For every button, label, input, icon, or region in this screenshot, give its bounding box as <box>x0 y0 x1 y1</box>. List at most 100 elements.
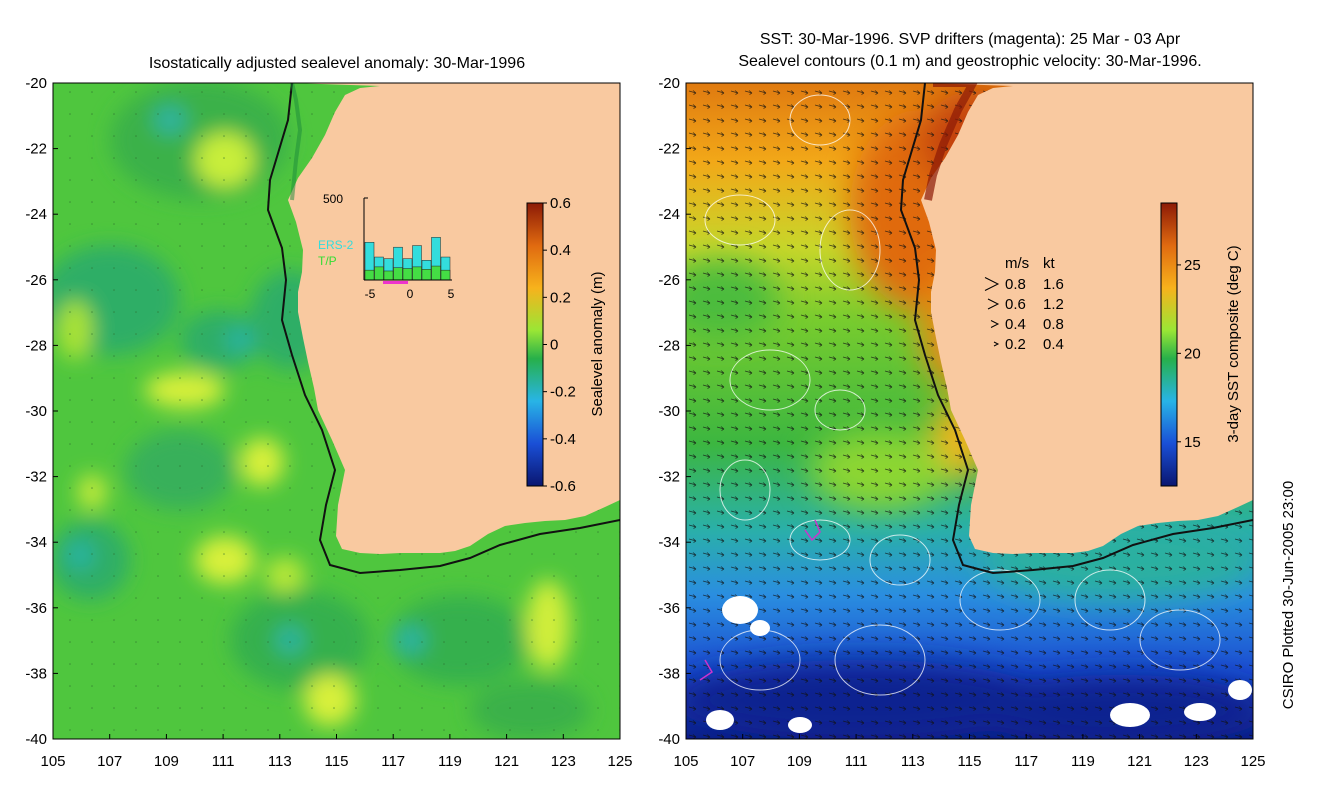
right-ytick-label: -28 <box>658 337 680 354</box>
right-ytick-label: -38 <box>658 665 680 682</box>
right-xtick-label: 123 <box>1184 753 1209 770</box>
left-ytick-label: -24 <box>25 206 47 223</box>
velocity-ms-value: 0.6 <box>1005 296 1026 313</box>
left-ytick-label: -22 <box>25 141 47 158</box>
right-y-axis: -20 -22 -24 -26 -28 -30 -32 -34 -36 -38 -40 <box>658 75 691 748</box>
sst-colorbar-tick: 20 <box>1184 345 1201 362</box>
inset-bar-tp <box>421 269 432 281</box>
right-xtick-label: 117 <box>1014 753 1038 770</box>
right-ytick-label: -34 <box>658 534 680 551</box>
velocity-header-kt: kt <box>1043 255 1056 272</box>
velocity-arrow <box>987 298 1000 310</box>
right-xtick-label: 113 <box>901 753 925 770</box>
right-panel-title-line1: SST: 30-Mar-1996. SVP drifters (magenta)… <box>760 31 1181 48</box>
right-panel-title-line2: Sealevel contours (0.1 m) and geostrophi… <box>738 53 1201 70</box>
velocity-kt-value: 0.4 <box>1043 336 1064 353</box>
sealevel-colorbar-tick: 0.4 <box>550 242 571 259</box>
left-ytick-label: -20 <box>25 75 47 92</box>
sealevel-colorbar-tick: -0.2 <box>550 384 576 401</box>
plot-credit: CSIRO Plotted 30-Jun-2005 23:00 <box>1280 481 1297 709</box>
velocity-ms-value: 0.8 <box>1005 276 1026 293</box>
inset-bar-tp <box>402 268 413 281</box>
sst-colorbar-tick: 15 <box>1184 434 1201 451</box>
velocity-arrow <box>993 341 1000 347</box>
left-xtick-label: 125 <box>607 753 632 770</box>
left-xtick-label: 121 <box>494 753 519 770</box>
right-xtick-label: 115 <box>958 753 982 770</box>
left-ytick-label: -32 <box>25 469 47 486</box>
right-x-axis: 105 107 109 111 113 115 117 119 121 123 125 <box>673 734 1266 770</box>
left-y-axis: -20 -22 -24 -26 -28 -30 -32 -34 -36 -38 -40 <box>25 75 58 748</box>
left-ytick-label: -36 <box>25 600 47 617</box>
right-xtick-label: 109 <box>787 753 812 770</box>
right-xtick-label: 105 <box>673 753 698 770</box>
left-ytick-label: -28 <box>25 337 47 354</box>
inset-bar-tp <box>412 266 422 281</box>
inset-bar-tp <box>393 267 403 281</box>
sealevel-anomaly-map <box>53 83 620 739</box>
left-xtick-label: 109 <box>154 753 179 770</box>
inset-legend-tp: T/P <box>318 254 337 268</box>
right-ytick-label: -22 <box>658 141 680 158</box>
left-xtick-label: 105 <box>40 753 65 770</box>
inset-bar-tp <box>431 265 441 281</box>
left-panel-title: Isostatically adjusted sealevel anomaly:… <box>149 55 525 72</box>
sst-map <box>686 83 1253 739</box>
sst-colorbar: 25 20 15 3-day SST composite (deg C) <box>1160 202 1242 487</box>
right-ytick-label: -24 <box>658 206 680 223</box>
velocity-kt-value: 1.2 <box>1043 296 1064 313</box>
inset-xtick-5: 5 <box>448 287 455 301</box>
velocity-kt-value: 0.8 <box>1043 316 1064 333</box>
left-xtick-label: 117 <box>381 753 405 770</box>
inset-bar-tp <box>383 270 394 281</box>
inset-legend-ers2: ERS-2 <box>318 238 354 252</box>
sst-colorbar-label: 3-day SST composite (deg C) <box>1225 245 1242 442</box>
sst-colorbar-tick: 25 <box>1184 257 1201 274</box>
right-xtick-label: 121 <box>1127 753 1152 770</box>
sealevel-colorbar-tick: 0.6 <box>550 195 571 212</box>
left-xtick-label: 123 <box>551 753 576 770</box>
right-ytick-label: -26 <box>658 272 680 289</box>
left-ytick-label: -40 <box>25 731 47 748</box>
right-xtick-label: 119 <box>1071 753 1095 770</box>
inset-bar-tp <box>440 269 451 281</box>
inset-drifter-period <box>383 281 408 284</box>
sealevel-colorbar-tick: 0.2 <box>550 289 571 306</box>
inset-bar-tp <box>364 269 375 281</box>
left-ytick-label: -26 <box>25 272 47 289</box>
sealevel-colorbar-tick: 0 <box>550 337 558 354</box>
left-ytick-label: -30 <box>25 403 47 420</box>
velocity-ms-value: 0.4 <box>1005 316 1026 333</box>
left-xtick-label: 115 <box>325 753 349 770</box>
inset-ymax-label: 500 <box>323 192 343 206</box>
inset-xtick-minus5: -5 <box>365 287 376 301</box>
right-xtick-label: 125 <box>1240 753 1265 770</box>
sealevel-colorbar-tick: -0.4 <box>550 431 576 448</box>
inset-xtick-0: 0 <box>407 287 414 301</box>
velocity-kt-value: 1.6 <box>1043 276 1064 293</box>
right-xtick-label: 111 <box>845 753 868 770</box>
right-ytick-label: -36 <box>658 600 680 617</box>
velocity-arrow <box>990 320 1000 328</box>
left-x-axis: 105 107 109 111 113 115 117 119 121 123 125 <box>40 734 633 770</box>
left-xtick-label: 111 <box>212 753 235 770</box>
left-ytick-label: -38 <box>25 665 47 682</box>
right-ytick-label: -32 <box>658 469 680 486</box>
left-xtick-label: 107 <box>97 753 122 770</box>
left-ytick-label: -34 <box>25 534 47 551</box>
sealevel-colorbar: 0.6 0.4 0.2 0 -0.2 -0.4 -0.6 Sealevel anomaly … <box>526 195 606 495</box>
left-xtick-label: 119 <box>438 753 462 770</box>
sealevel-colorbar-label: Sealevel anomaly (m) <box>589 271 606 416</box>
altimeter-inset: 500 ERS-2 T/P -5 0 5 <box>318 192 455 301</box>
right-xtick-label: 107 <box>730 753 755 770</box>
velocity-header-ms: m/s <box>1005 255 1029 272</box>
sealevel-colorbar-tick: -0.6 <box>550 478 576 495</box>
velocity-legend: m/s kt 0.8 1.6 0.6 1.2 0.4 0.8 0.2 0.4 <box>984 255 1064 353</box>
velocity-ms-value: 0.2 <box>1005 336 1026 353</box>
inset-bar-tp <box>374 266 384 281</box>
right-ytick-label: -30 <box>658 403 680 420</box>
left-xtick-label: 113 <box>268 753 292 770</box>
right-ytick-label: -20 <box>658 75 680 92</box>
velocity-arrow <box>984 277 1000 291</box>
